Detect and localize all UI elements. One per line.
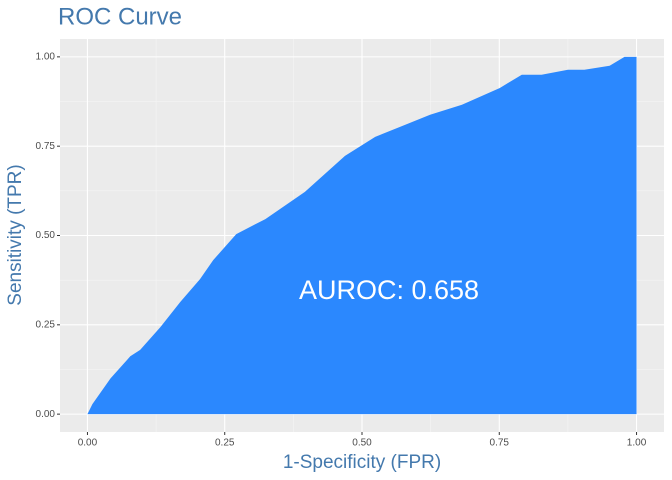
x-tick-label: 0.75 <box>490 438 510 449</box>
roc-area <box>87 56 637 415</box>
y-tick-label: 0.75 <box>36 141 56 152</box>
y-tick-label: 0.50 <box>36 230 56 241</box>
x-tick-label: 0.25 <box>215 438 235 449</box>
x-tick-label: 0.00 <box>78 438 98 449</box>
x-tick-label: 1.00 <box>627 438 647 449</box>
y-tick-label: 0.00 <box>36 409 56 420</box>
y-tick-label: 1.00 <box>36 52 56 63</box>
y-axis-title: Sensitivity (TPR) <box>5 164 26 305</box>
annotation: AUROC: 0.658 <box>299 275 479 305</box>
chart-title: ROC Curve <box>58 3 182 30</box>
x-tick-label: 0.50 <box>352 438 372 449</box>
y-tick-label: 0.25 <box>36 319 56 330</box>
x-axis-title: 1-Specificity (FPR) <box>283 452 441 473</box>
